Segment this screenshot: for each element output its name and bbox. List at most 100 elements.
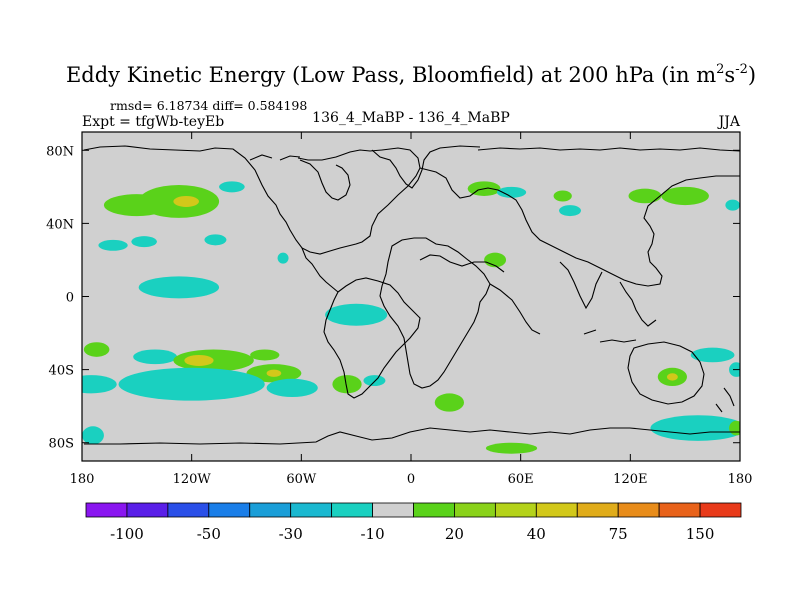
- title-unit-close: ): [748, 63, 756, 87]
- anomaly-cyan-3: [219, 181, 245, 193]
- title-unit-sup-2: -2: [735, 62, 748, 77]
- anomaly-cyan-10: [133, 349, 178, 365]
- coastline-central-america: [301, 247, 339, 293]
- colorbar: -100 -50 -30 -10 20 40 75 150: [85, 502, 742, 543]
- coastline-mediterranean: [419, 254, 505, 273]
- colorbar-label-3: -10: [360, 525, 384, 543]
- anomaly-cyan-5: [131, 236, 157, 248]
- title-unit-s: s: [724, 63, 735, 87]
- anomaly-yellow-15: [266, 369, 282, 377]
- anomaly-cyan-21: [82, 426, 104, 445]
- anomaly-yellow-34: [666, 373, 678, 381]
- anomaly-green-11: [173, 349, 254, 372]
- expt-text: Expt = tfgWb-teyEb: [82, 114, 224, 130]
- colorbar-box-12: [576, 502, 619, 518]
- colorbar-box-2: [167, 502, 210, 518]
- anomaly-green-23: [434, 393, 465, 412]
- anomaly-green-27: [553, 190, 572, 202]
- anomaly-green-29: [628, 188, 662, 204]
- colorbar-box-3: [208, 502, 251, 518]
- anomaly-green-38: [485, 442, 538, 454]
- coastline-new-zealand: [715, 387, 735, 413]
- colorbar-label-6: 75: [609, 525, 628, 543]
- anomaly-cyan-7: [277, 252, 289, 264]
- colorbar-box-7: [372, 502, 414, 518]
- anomaly-yellow-2: [173, 195, 199, 207]
- coastline-arctic-islands: [249, 154, 301, 161]
- coastline-australia: [627, 341, 705, 405]
- coastlines: [83, 145, 740, 445]
- anomaly-green-13: [250, 349, 280, 361]
- colorbar-labels: -100 -50 -30 -10 20 40 75 150: [110, 525, 714, 543]
- colorbar-box-15: [699, 502, 742, 518]
- anomaly-green-9: [83, 342, 110, 357]
- colorbar-boxes: [85, 502, 742, 518]
- coastline-india: [559, 261, 603, 310]
- coastline-europe-asia: [419, 167, 740, 287]
- colorbar-box-14: [658, 502, 701, 518]
- anomaly-cyan-17: [82, 375, 117, 394]
- y-tick-label-1: 40N: [46, 217, 74, 232]
- y-tick-label-3: 40S: [49, 364, 74, 379]
- anomaly-cyan-18: [266, 378, 318, 398]
- axis-labels: 180 120W 60W 0 60E 120E 180 80N 40N 0 40S 80S: [46, 144, 752, 487]
- coastline-se-asia: [619, 281, 657, 327]
- anomaly-contours: [82, 181, 740, 454]
- anomaly-cyan-8: [138, 276, 220, 299]
- coastline-antarctica: [84, 427, 740, 445]
- anomaly-cyan-31: [725, 199, 740, 211]
- colorbar-label-7: 150: [686, 525, 715, 543]
- coastline-arctic-asia: [477, 147, 740, 152]
- season-label: JJA: [717, 114, 741, 130]
- anomaly-green-37: [729, 420, 740, 436]
- coastline-arabia: [489, 283, 541, 335]
- colorbar-box-11: [535, 502, 578, 518]
- anomaly-green-30: [661, 186, 709, 206]
- center-string: 136_4_MaBP - 136_4_MaBP: [312, 110, 510, 126]
- coastline-africa: [379, 237, 491, 389]
- x-tick-label-1: 120W: [173, 472, 212, 487]
- axis-ticks: [81, 132, 741, 461]
- anomaly-cyan-6: [204, 234, 227, 246]
- anomaly-cyan-32: [690, 347, 735, 363]
- chart-title: Eddy Kinetic Energy (Low Pass, Bloomfiel…: [66, 62, 756, 87]
- x-tick-label-5: 120E: [613, 472, 647, 487]
- colorbar-box-4: [249, 502, 292, 518]
- title-unit-sup-1: 2: [716, 62, 724, 77]
- y-tick-label-2: 0: [66, 291, 74, 306]
- x-tick-label-6: 180: [728, 472, 753, 487]
- chart-title-main: Eddy Kinetic Energy (Low Pass, Bloomfiel…: [66, 63, 716, 87]
- x-tick-label-2: 60W: [286, 472, 317, 487]
- anomaly-cyan-20: [363, 375, 386, 387]
- colorbar-label-1: -50: [197, 525, 221, 543]
- colorbar-box-0: [85, 502, 128, 518]
- colorbar-label-5: 40: [527, 525, 546, 543]
- anomaly-cyan-28: [559, 205, 581, 217]
- anomaly-cyan-16: [118, 367, 265, 401]
- colorbar-box-10: [494, 502, 537, 518]
- x-tick-label-0: 180: [70, 472, 95, 487]
- colorbar-label-4: 20: [445, 525, 464, 543]
- x-tick-label-3: 0: [407, 472, 415, 487]
- colorbar-box-13: [617, 502, 660, 518]
- anomaly-cyan-4: [98, 239, 128, 251]
- colorbar-box-5: [290, 502, 333, 518]
- anomaly-yellow-12: [184, 354, 214, 366]
- coastline-hudson-bay: [299, 159, 351, 201]
- coastline-greenland: [371, 145, 481, 189]
- colorbar-label-0: -100: [110, 525, 144, 543]
- anomaly-green-19: [332, 375, 362, 394]
- anomaly-cyan-26: [496, 186, 527, 198]
- x-tick-label-4: 60E: [508, 472, 534, 487]
- map-plot-area: [81, 131, 741, 462]
- colorbar-box-9: [454, 502, 496, 518]
- coastline-north-america: [83, 145, 421, 255]
- anomaly-cyan-36: [650, 415, 740, 441]
- anomaly-cyan-22: [325, 303, 388, 326]
- colorbar-label-2: -30: [279, 525, 303, 543]
- y-tick-label-4: 80S: [49, 437, 74, 452]
- coastline-indonesia: [583, 329, 637, 343]
- colorbar-box-8: [413, 502, 455, 518]
- stats-text: rmsd= 6.18734 diff= 0.584198: [110, 98, 307, 113]
